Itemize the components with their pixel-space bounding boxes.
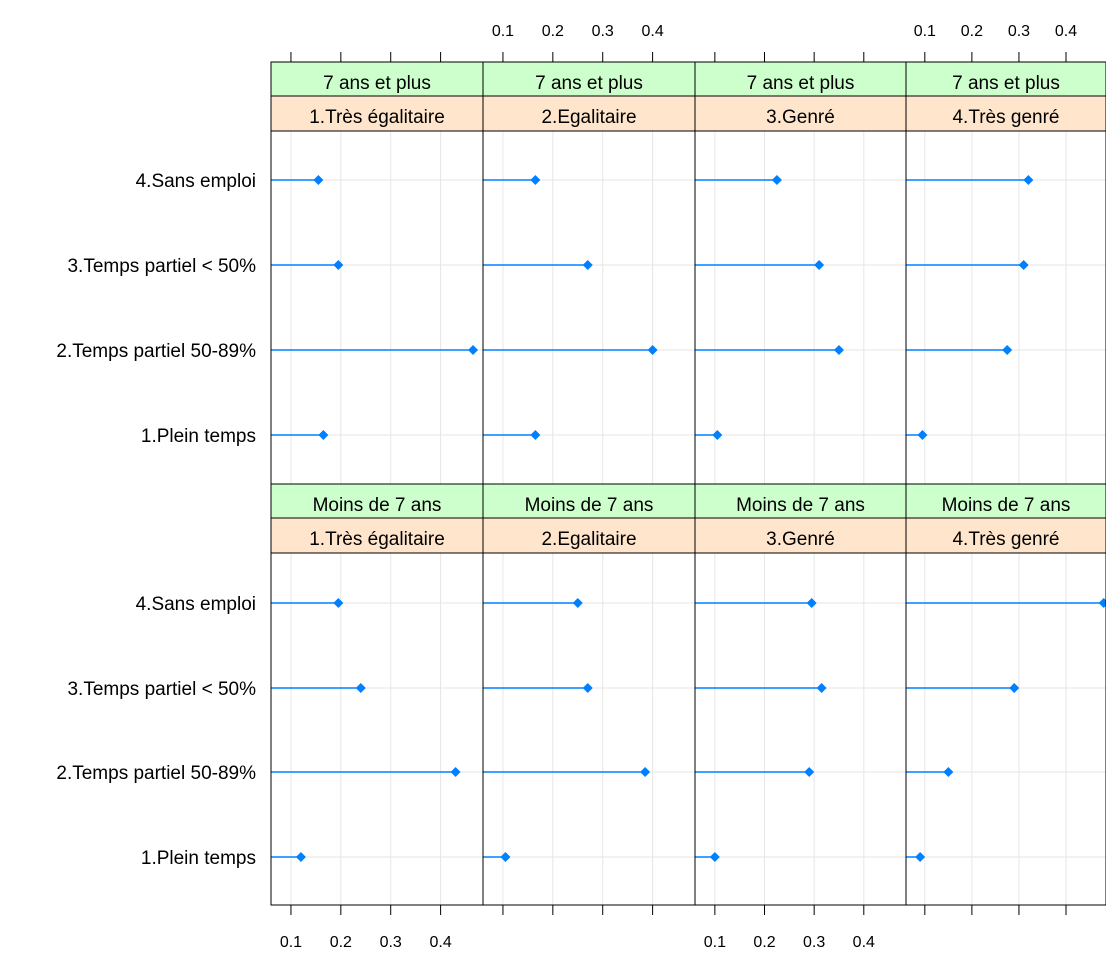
x-tick-label-bottom: 0.4	[853, 934, 875, 951]
data-point	[804, 767, 815, 777]
y-category-label: 3.Temps partiel < 50%	[67, 679, 256, 700]
data-point	[814, 260, 825, 270]
data-point	[318, 430, 329, 440]
strip-outer	[905, 61, 1106, 97]
panel-border	[905, 552, 1106, 906]
y-category-label: 2.Temps partiel 50-89%	[56, 763, 256, 784]
y-category-label: 2.Temps partiel 50-89%	[56, 341, 256, 362]
strip-inner	[905, 95, 1106, 132]
strip-label-inner: 2.Egalitaire	[541, 529, 636, 550]
strip-label-outer: Moins de 7 ans	[736, 495, 865, 516]
y-category-label: 4.Sans emploi	[136, 594, 256, 615]
strip-label-inner: 2.Egalitaire	[541, 107, 636, 128]
panel-border	[270, 552, 484, 906]
strip-outer	[270, 61, 484, 97]
data-point	[530, 175, 541, 185]
data-point	[295, 852, 306, 862]
strip-inner	[694, 95, 907, 132]
strip-label-inner: 1.Très égalitaire	[309, 107, 445, 128]
data-point	[1002, 345, 1013, 355]
data-point	[647, 345, 658, 355]
x-tick-label-top: 0.1	[492, 23, 514, 40]
data-point	[450, 767, 461, 777]
data-point	[500, 852, 511, 862]
strip-label-inner: 3.Genré	[766, 107, 835, 128]
panel-border	[905, 130, 1106, 485]
x-tick-label-top: 0.2	[542, 23, 564, 40]
x-tick-label-top: 0.1	[914, 23, 936, 40]
data-point	[915, 852, 926, 862]
x-tick-label-bottom: 0.3	[380, 934, 402, 951]
data-point	[1009, 683, 1020, 693]
data-point	[355, 683, 366, 693]
panel-border	[482, 130, 696, 485]
data-point	[816, 683, 827, 693]
data-point	[1018, 260, 1029, 270]
strip-inner	[270, 517, 484, 554]
panel-border	[270, 130, 484, 485]
data-point	[530, 430, 541, 440]
strip-outer	[270, 483, 484, 519]
data-point	[1023, 175, 1034, 185]
strip-label-inner: 4.Très genré	[952, 107, 1059, 128]
x-tick-label-bottom: 0.2	[753, 934, 775, 951]
strip-inner	[905, 517, 1106, 554]
y-category-label: 1.Plein temps	[141, 426, 256, 447]
strip-inner	[270, 95, 484, 132]
data-point	[709, 852, 720, 862]
x-tick-label-bottom: 0.4	[429, 934, 451, 951]
y-category-label: 4.Sans emploi	[136, 171, 256, 192]
strip-label-outer: 7 ans et plus	[952, 73, 1060, 94]
data-point	[917, 430, 928, 440]
x-tick-label-bottom: 0.2	[330, 934, 352, 951]
data-point	[572, 598, 583, 608]
strip-outer	[482, 61, 696, 97]
strip-inner	[694, 517, 907, 554]
data-point	[582, 683, 593, 693]
strip-outer	[482, 483, 696, 519]
strip-label-outer: 7 ans et plus	[323, 73, 431, 94]
strip-label-outer: 7 ans et plus	[747, 73, 855, 94]
x-tick-label-bottom: 0.3	[803, 934, 825, 951]
data-point	[333, 598, 344, 608]
x-tick-label-top: 0.2	[961, 23, 983, 40]
x-tick-label-top: 0.3	[1008, 23, 1030, 40]
data-point	[640, 767, 651, 777]
strip-label-outer: Moins de 7 ans	[525, 495, 654, 516]
data-point	[1098, 598, 1106, 608]
strip-label-inner: 4.Très genré	[952, 529, 1059, 550]
strip-inner	[482, 517, 696, 554]
strip-label-outer: Moins de 7 ans	[942, 495, 1071, 516]
data-point	[582, 260, 593, 270]
data-point	[833, 345, 844, 355]
y-category-label: 3.Temps partiel < 50%	[67, 256, 256, 277]
data-point	[712, 430, 723, 440]
panel-border	[482, 552, 696, 906]
strip-label-inner: 1.Très égalitaire	[309, 529, 445, 550]
strip-label-outer: Moins de 7 ans	[313, 495, 442, 516]
x-tick-label-top: 0.4	[1055, 23, 1077, 40]
strip-label-inner: 3.Genré	[766, 529, 835, 550]
x-tick-label-top: 0.3	[592, 23, 614, 40]
data-point	[771, 175, 782, 185]
data-point	[333, 260, 344, 270]
panel-border	[694, 130, 907, 485]
data-point	[468, 345, 479, 355]
strip-label-outer: 7 ans et plus	[535, 73, 643, 94]
x-tick-label-bottom: 0.1	[280, 934, 302, 951]
y-category-label: 1.Plein temps	[141, 848, 256, 869]
strip-inner	[482, 95, 696, 132]
data-point	[313, 175, 324, 185]
data-point	[806, 598, 817, 608]
x-tick-label-top: 0.4	[641, 23, 663, 40]
x-tick-label-bottom: 0.1	[704, 934, 726, 951]
panel-border	[694, 552, 907, 906]
data-point	[943, 767, 954, 777]
